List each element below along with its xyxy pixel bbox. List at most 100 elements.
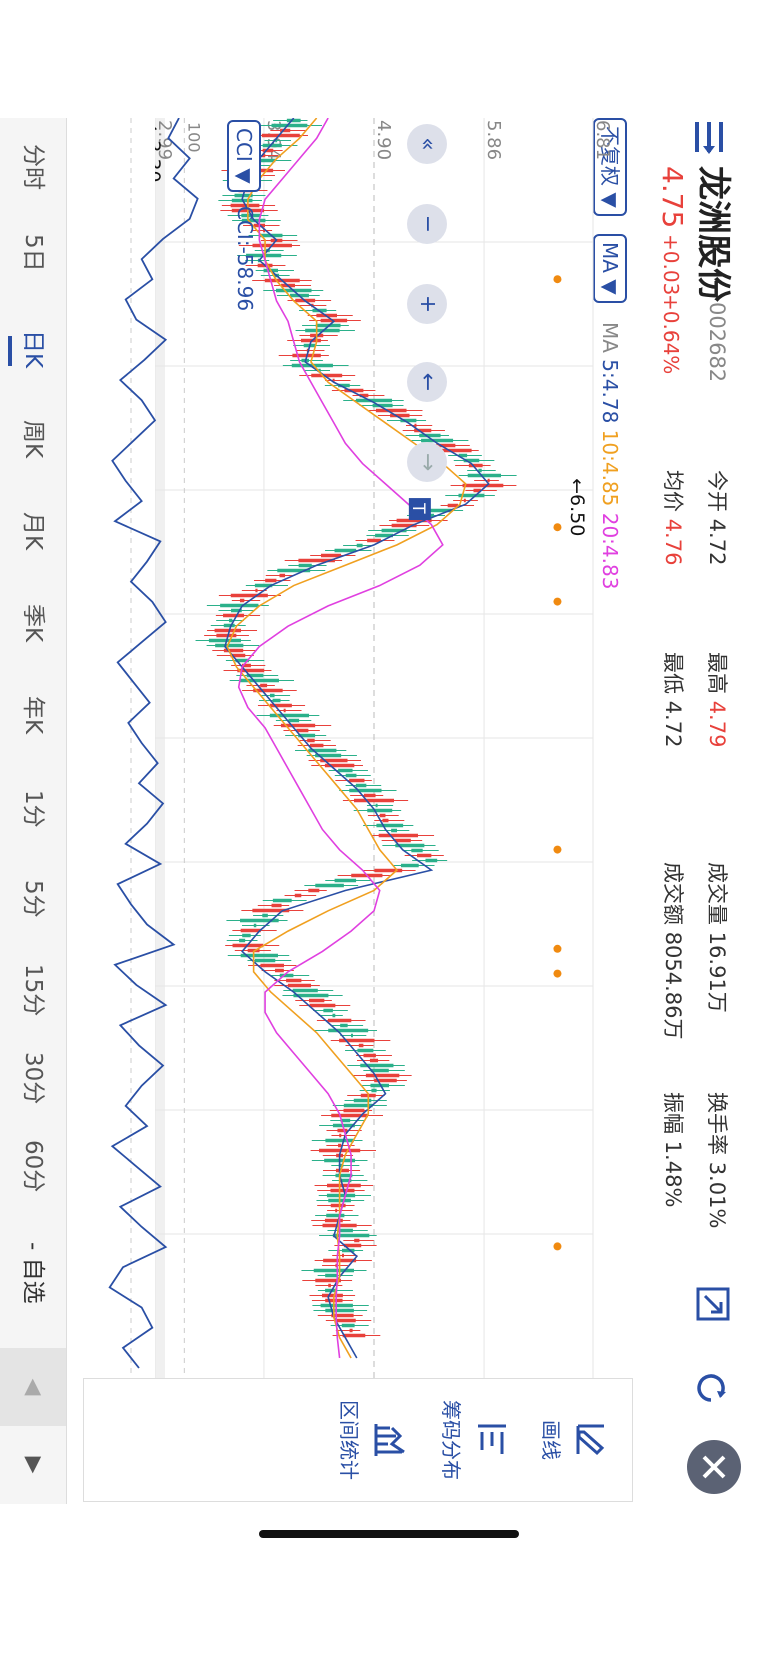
menu-icon[interactable] (689, 118, 729, 158)
event-dot (553, 597, 562, 606)
double-chevron-left-icon: « (415, 137, 440, 151)
pen-icon (576, 1424, 605, 1456)
candle-body (376, 823, 404, 828)
candle-body (332, 1123, 355, 1128)
candle-body (280, 723, 316, 728)
stat-label: 最低 (661, 652, 685, 694)
candle-body (341, 1323, 355, 1328)
candle-body (375, 408, 407, 413)
candle-body (367, 538, 381, 543)
close-button[interactable] (687, 1440, 741, 1494)
candle-body (337, 1228, 353, 1233)
candle-body (309, 1003, 336, 1008)
tab-5day[interactable]: 5日 (20, 234, 46, 272)
stat-label: 换手率 (705, 1092, 729, 1155)
candle-body (343, 1103, 373, 1108)
candle-body (298, 563, 312, 568)
draw-line-button[interactable]: 画线 (538, 1391, 612, 1489)
tab-yearly-k[interactable]: 年K (20, 696, 46, 735)
candle-body (421, 438, 454, 443)
candle-body (462, 483, 504, 488)
candle-body (365, 1073, 400, 1078)
candle-body (293, 993, 329, 998)
candle-body (349, 778, 365, 783)
move-left-button[interactable]: ← (407, 362, 447, 402)
candle-body (315, 753, 342, 758)
tab-quarterly-k[interactable]: 季K (20, 604, 46, 643)
candle-body (327, 1018, 352, 1023)
candle-body (334, 878, 357, 883)
refresh-icon[interactable] (693, 1370, 729, 1406)
candle-body (355, 398, 393, 403)
candle-body (391, 828, 398, 833)
ma-line-ma5 (224, 118, 490, 1359)
candle-body (298, 733, 316, 738)
arrow-left-icon: ← (415, 372, 440, 392)
candle-body (240, 928, 261, 933)
candle-body (382, 818, 389, 823)
range-stats-button[interactable]: 区间统计 (336, 1391, 410, 1489)
candle-body (394, 838, 411, 843)
range-chart-icon (374, 1424, 405, 1456)
stat-label: 最高 (705, 652, 729, 694)
candle-body (370, 1068, 389, 1073)
candle-body (323, 1008, 333, 1013)
tab-intraday[interactable]: 分时 (20, 144, 46, 190)
zoom-in-button[interactable]: + (407, 284, 447, 324)
candle-body (400, 863, 419, 868)
candle-body (349, 788, 382, 793)
stat-label: 今开 (705, 470, 729, 512)
chip-distribution-button[interactable]: 筹码分布 (438, 1391, 512, 1489)
candle-body (339, 1038, 375, 1043)
candle-body (371, 1088, 377, 1093)
candle-body (356, 543, 363, 548)
zoom-out-button[interactable]: − (407, 204, 447, 244)
tab-15min[interactable]: 15分 (20, 964, 46, 1017)
close-icon (702, 1455, 726, 1479)
tab-60min[interactable]: 60分 (20, 1140, 46, 1193)
candle-body (425, 858, 438, 863)
event-dot (553, 1242, 562, 1251)
event-dot (553, 944, 562, 953)
candle-body (328, 1283, 331, 1288)
candle-body (271, 123, 308, 128)
candle-body (343, 1108, 365, 1113)
candle-body (369, 1058, 379, 1063)
stat-value: 4.72 (705, 518, 729, 566)
candle-body (228, 618, 233, 623)
scroll-down-button[interactable]: ▶ (0, 1426, 66, 1504)
candle-body (337, 1128, 348, 1133)
candle-body (332, 1233, 370, 1238)
candle-body (325, 1138, 354, 1143)
candle-body (353, 798, 395, 803)
price-change: +0.03 (659, 234, 683, 296)
scroll-start-button[interactable]: « (407, 124, 447, 164)
candle-body (271, 903, 282, 908)
candle-body (327, 1183, 361, 1188)
tab-5min[interactable]: 5分 (20, 880, 46, 918)
move-right-button[interactable]: → (407, 442, 447, 482)
candle-body (328, 1028, 369, 1033)
stat-label: 成交额 (661, 862, 685, 925)
axis-strip (155, 118, 165, 1378)
candle-body (325, 1273, 337, 1278)
fullscreen-icon[interactable] (695, 1286, 731, 1322)
plus-icon: + (415, 294, 440, 314)
kline-chart[interactable]: 2024-09-0511-0112-0201-0202-0503-0304-01… (155, 118, 633, 1378)
candle-body (240, 918, 279, 923)
tab-30min[interactable]: 30分 (20, 1052, 46, 1105)
scroll-up-button[interactable]: ◀ (0, 1348, 66, 1426)
candle-body (350, 1033, 353, 1038)
candle-body (340, 1118, 351, 1123)
candle-body (315, 883, 344, 888)
stock-code: 002682 (705, 302, 729, 383)
triangle-left-icon: ◀ (21, 1378, 46, 1396)
tab-weekly-k[interactable]: 周K (20, 420, 46, 459)
tab-1min[interactable]: 1分 (20, 790, 46, 828)
self-select-button[interactable]: - 自选 (20, 1242, 46, 1304)
candle-body (375, 533, 393, 538)
candle-body (414, 423, 417, 428)
tab-monthly-k[interactable]: 月K (20, 512, 46, 551)
min-price-marker: ←3.30 (155, 124, 164, 182)
t-marker-label: T (408, 502, 428, 514)
